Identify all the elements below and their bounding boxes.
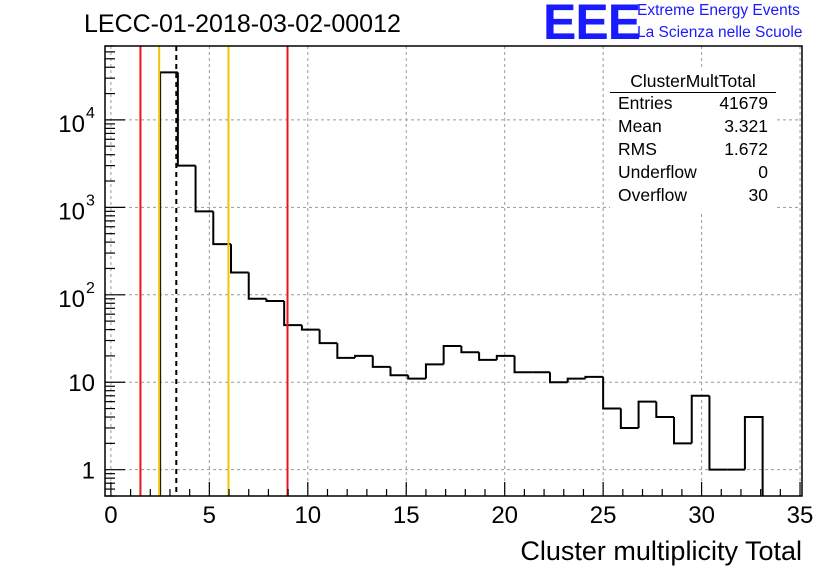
- x-tick-label: 35: [787, 502, 814, 529]
- x-tick-label: 5: [203, 502, 216, 529]
- stats-value: 41679: [719, 93, 768, 113]
- stats-value: 1.672: [724, 139, 768, 159]
- histogram-bin: [708, 395, 728, 471]
- stats-divider: [610, 92, 776, 93]
- stats-row-overflow: Overflow 30: [618, 185, 768, 208]
- histogram-bin: [566, 377, 586, 383]
- histogram-bin: [336, 343, 356, 359]
- histogram-bin: [478, 352, 497, 361]
- y-tick-exponent: 3: [86, 192, 95, 209]
- logo-line-1: Extreme Energy Events: [637, 2, 800, 19]
- histogram-bin: [637, 400, 657, 428]
- histogram-bin: [300, 325, 320, 331]
- plot-frame: [104, 45, 803, 497]
- histogram-bin: [602, 376, 621, 410]
- histogram-bin: [230, 244, 249, 274]
- axis-ticks: [105, 45, 801, 497]
- histogram-bin: [584, 375, 604, 379]
- x-tick-label: 15: [393, 502, 420, 529]
- stats-value: 0: [758, 162, 768, 182]
- run-title: LECC-01-2018-03-02-00012: [84, 10, 401, 38]
- histogram-bin: [265, 298, 285, 302]
- histogram-bars: [159, 71, 764, 496]
- vertical-markers: [139, 46, 289, 496]
- histogram-bin: [424, 363, 444, 379]
- eee-logo: EEE Extreme Energy Events La Scienza nel…: [543, 0, 833, 50]
- x-tick-label: 20: [491, 502, 518, 529]
- histogram-bin: [673, 417, 692, 445]
- histogram-bin: [442, 344, 462, 365]
- y-tick-label: 10: [68, 370, 95, 397]
- histogram-bin: [354, 354, 373, 358]
- y-tick-label: 1: [82, 458, 95, 485]
- x-tick-label: 30: [688, 502, 715, 529]
- stats-key: Mean: [618, 116, 662, 136]
- y-tick-label: 10: [58, 286, 85, 313]
- x-tick-label: 0: [104, 502, 117, 529]
- histogram-bin: [318, 329, 338, 345]
- stats-row-mean: Mean 3.321: [618, 116, 768, 139]
- stats-key: Overflow: [618, 185, 688, 205]
- y-tick-exponent: 4: [86, 105, 95, 122]
- x-tick-label: 10: [294, 502, 321, 529]
- stats-row-underflow: Underflow 0: [618, 162, 768, 185]
- grid-lines: [105, 46, 802, 496]
- histogram-bin: [690, 394, 710, 444]
- stats-key: RMS: [618, 139, 657, 159]
- logo-mark: EEE: [543, 0, 641, 50]
- histogram-bin: [176, 72, 196, 167]
- stats-key: Entries: [618, 93, 673, 113]
- stats-box: ClusterMultTotal Entries 41679 Mean 3.32…: [610, 69, 776, 211]
- histogram-bin: [655, 401, 675, 419]
- histogram-bin: [548, 372, 568, 384]
- histogram-bin: [460, 345, 480, 354]
- histogram-bin: [247, 272, 267, 300]
- x-tick-label: 25: [590, 502, 617, 529]
- histogram-bin: [159, 71, 178, 496]
- y-tick-label: 10: [58, 111, 85, 138]
- histogram-bin: [194, 165, 214, 213]
- y-tick-label: 10: [58, 198, 85, 225]
- y-tick-exponent: 2: [86, 280, 95, 297]
- histogram-bin: [371, 355, 391, 368]
- histogram-bin: [212, 211, 232, 246]
- x-axis-label: Cluster multiplicity Total: [520, 536, 802, 566]
- stats-row-rms: RMS 1.672: [618, 139, 768, 162]
- histogram-bin: [407, 375, 426, 380]
- histogram-bin: [513, 355, 533, 374]
- stats-row-entries: Entries 41679: [618, 93, 768, 116]
- histogram-bin: [743, 416, 764, 496]
- histogram-bin: [495, 354, 515, 360]
- stats-value: 30: [748, 185, 768, 205]
- stats-value: 3.321: [724, 116, 768, 136]
- histogram-bin: [283, 300, 302, 327]
- histogram-bin: [389, 366, 409, 377]
- stats-key: Underflow: [618, 162, 697, 182]
- logo-line-2: La Scienza nelle Scuole: [637, 24, 803, 41]
- stats-title: ClusterMultTotal: [630, 71, 756, 91]
- histogram-bin: [619, 408, 639, 429]
